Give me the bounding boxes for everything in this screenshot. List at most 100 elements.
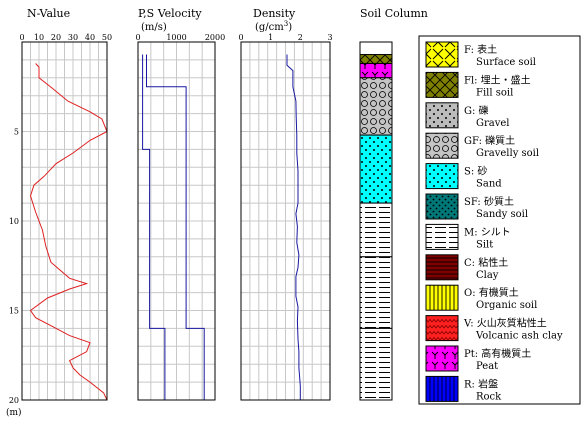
x-tick-label: 40 <box>85 33 95 42</box>
x-tick-label: 0 <box>135 33 140 42</box>
legend-english-label: Sandy soil <box>476 209 528 220</box>
x-tick-label: 1000 <box>166 33 186 42</box>
soil-layer-m <box>359 202 393 258</box>
x-tick-label: 1 <box>268 33 273 42</box>
n-value-series <box>29 63 108 401</box>
soil-column-layers <box>359 54 393 401</box>
x-tick-label: 50 <box>102 33 112 42</box>
depth-tick-label: 5 <box>14 128 19 137</box>
x-tick-label: 20 <box>51 33 61 42</box>
soil-column-frame <box>359 41 393 401</box>
series-line-1 <box>29 63 108 401</box>
x-tick-label: 2000 <box>205 33 225 42</box>
legend-english-label: Rock <box>476 391 502 402</box>
n-value-title: N-Value <box>27 7 70 20</box>
x-tick-label: 3 <box>327 33 332 42</box>
series-line-2 <box>142 54 166 400</box>
soil-column-panel: Soil Column <box>359 7 428 401</box>
x-tick-label: 30 <box>68 33 78 42</box>
n-value-grid <box>22 42 107 400</box>
legend-swatch <box>425 345 459 372</box>
legend-english-label: Surface soil <box>476 57 536 68</box>
legend-swatch <box>425 223 459 250</box>
series-line-1 <box>146 54 205 400</box>
legend-label: S: 砂 <box>464 165 487 178</box>
legend-swatch <box>425 132 459 159</box>
density-grid <box>241 42 330 400</box>
x-tick-label: 0 <box>19 33 24 42</box>
soil-layer-fl <box>359 54 393 64</box>
legend-english-label: Fill soil <box>476 87 513 98</box>
legend-label: SF: 砂質土 <box>464 195 514 208</box>
legend-label: R: 岩盤 <box>464 377 498 390</box>
legend-swatch <box>425 163 459 190</box>
legend-swatch <box>425 102 459 129</box>
series-line-1 <box>286 54 301 400</box>
legend-label: G: 礫 <box>464 104 489 117</box>
velocity-frame <box>137 41 216 401</box>
legend-english-label: Gravel <box>476 118 510 129</box>
legend-swatch <box>425 41 459 68</box>
density-frame <box>240 41 331 401</box>
legend-english-label: Silt <box>476 239 493 250</box>
legend-swatch <box>425 193 459 220</box>
density-title: Density <box>253 7 296 20</box>
x-tick-label: 10 <box>34 33 44 42</box>
legend-swatch <box>425 284 459 311</box>
legend-english-label: Peat <box>476 361 498 372</box>
legend-swatch <box>425 71 459 98</box>
soil-layer-s <box>359 134 393 204</box>
n-value-panel: N-Value 0 10 20 30 40 50 5 10 15 20 (m) <box>6 7 112 418</box>
depth-unit-label: (m) <box>6 407 22 418</box>
velocity-series <box>142 54 205 400</box>
depth-tick-label: 15 <box>9 307 19 316</box>
n-value-x-tick-labels: 0 10 20 30 40 50 <box>19 33 112 42</box>
soil-layer-m <box>359 256 393 329</box>
density-x-tick-labels: 0 1 2 3 <box>238 33 332 42</box>
legend-label: C: 粘性土 <box>464 256 508 269</box>
legend-label: GF: 礫質土 <box>464 134 515 147</box>
legend-english-label: Volcanic ash clay <box>475 331 563 342</box>
soil-column-title: Soil Column <box>360 7 428 20</box>
depth-tick-label: 20 <box>9 396 19 405</box>
density-series <box>286 54 301 400</box>
legend-english-label: Sand <box>476 179 502 190</box>
depth-tick-label: 10 <box>9 217 19 226</box>
legend-label: Pt: 高有機質土 <box>464 347 531 360</box>
legend-label: V: 火山灰質粘性土 <box>463 317 547 330</box>
velocity-x-tick-labels: 0 1000 2000 <box>135 33 225 42</box>
legend-swatch <box>425 254 459 281</box>
velocity-panel: P,S Velocity (m/s) 0 1000 2000 <box>135 7 225 401</box>
x-tick-label: 0 <box>238 33 243 42</box>
soil-layer-gf <box>359 77 393 136</box>
legend-label: O: 有機質土 <box>464 286 519 299</box>
soil-layer-pt <box>359 62 393 79</box>
depth-tick-labels: 5 10 15 20 <box>9 128 19 406</box>
legend-swatch <box>425 375 459 402</box>
density-panel: Density (g/cm3) 0 1 2 3 <box>238 7 333 401</box>
legend-label: M: シルト <box>464 227 511 238</box>
soil-layer-m <box>359 327 393 401</box>
velocity-title: P,S Velocity <box>138 7 202 20</box>
n-value-frame <box>21 41 108 401</box>
x-tick-label: 2 <box>298 33 303 42</box>
density-unit-label: (g/cm3) <box>255 20 292 33</box>
legend-english-label: Clay <box>476 270 499 281</box>
legend-english-label: Organic soil <box>476 300 537 311</box>
legend-label: F: 表土 <box>464 43 497 56</box>
velocity-unit-label: (m/s) <box>141 22 167 33</box>
